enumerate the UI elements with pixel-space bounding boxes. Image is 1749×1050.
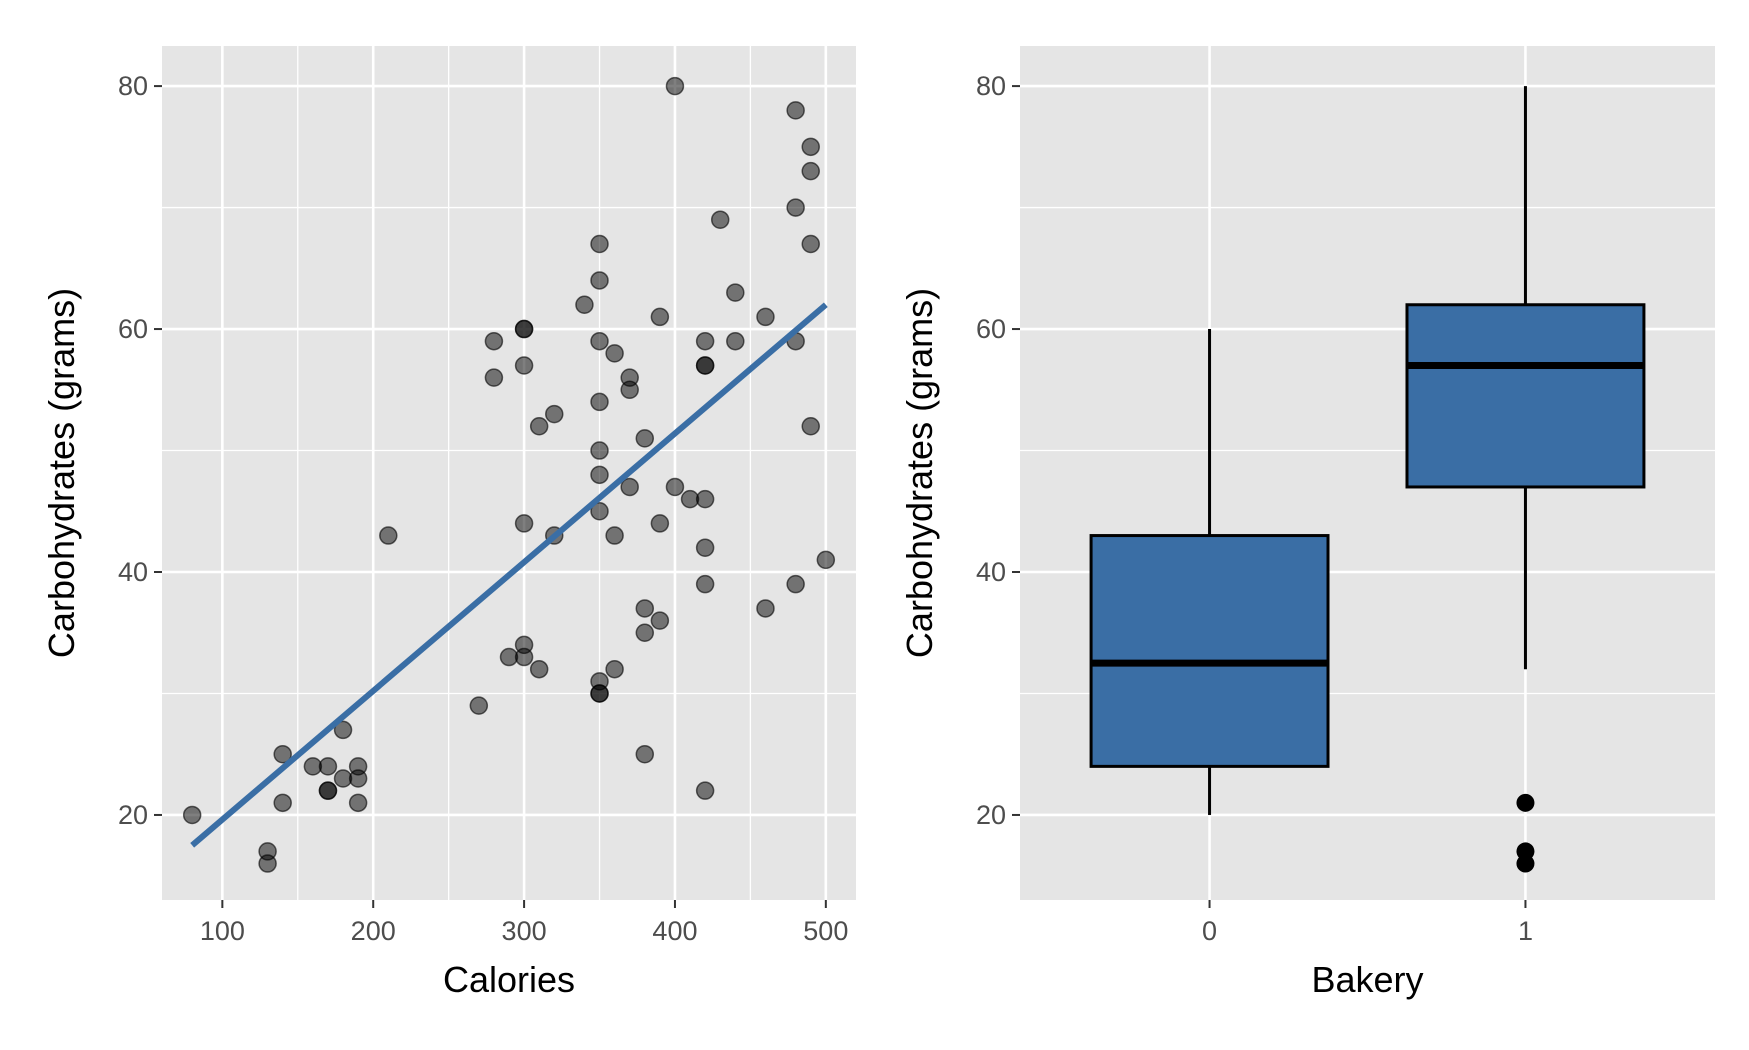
scatter-point (258, 854, 277, 873)
scatter-point (695, 489, 715, 509)
scatter-x-axis-title: Calories (443, 959, 575, 1000)
scatter-point (816, 550, 836, 570)
boxplot-panel: 20 40 60 80 0 1 Bakery Carbohydrates (grams) (899, 46, 1715, 1000)
scatter-point (695, 781, 715, 800)
scatter-x-tick-label: 200 (351, 916, 396, 946)
scatter-x-tick-label: 400 (652, 916, 697, 946)
scatter-y-tick-label: 80 (118, 71, 148, 101)
scatter-point (514, 647, 534, 667)
scatter-point (484, 368, 504, 387)
scatter-point (756, 599, 775, 618)
scatter-point (273, 744, 292, 764)
scatter-point (514, 319, 534, 339)
scatter-point (665, 76, 685, 96)
scatter-point (514, 356, 534, 375)
scatter-point (620, 380, 639, 400)
scatter-point (575, 295, 594, 315)
scatter-point (514, 514, 534, 533)
scatter-point (786, 574, 805, 594)
scatter-point (786, 198, 805, 217)
scatter-point (590, 684, 609, 703)
scatter-point (545, 404, 564, 424)
scatter-point (695, 356, 715, 375)
scatter-point (695, 331, 715, 351)
scatter-point (635, 744, 655, 764)
scatter-point (590, 392, 609, 412)
scatter-point (590, 331, 609, 351)
box-y-tick-label: 80 (976, 71, 1006, 101)
scatter-point (379, 526, 398, 545)
scatter-point (786, 101, 805, 120)
scatter-x-tick-label: 100 (200, 916, 245, 946)
scatter-point (650, 307, 670, 327)
box-y-axis-title: Carbohydrates (grams) (899, 288, 940, 658)
scatter-y-tick-label: 40 (118, 557, 148, 587)
scatter-point (590, 502, 609, 521)
scatter-point (756, 307, 775, 327)
scatter-point (650, 611, 670, 630)
scatter-panel: 20 40 60 80 100 200 300 400 500 Calories Carbohydr… (41, 46, 856, 1000)
scatter-x-tick-label: 300 (502, 916, 547, 946)
scatter-point (348, 793, 368, 813)
scatter-point (710, 210, 730, 229)
box-iqr (1089, 534, 1330, 768)
scatter-y-axis-title: Carbohydrates (grams) (41, 288, 82, 658)
scatter-point (484, 331, 504, 351)
scatter-point (665, 477, 685, 497)
box-x-axis-title: Bakery (1311, 959, 1423, 1000)
scatter-point (726, 283, 745, 302)
scatter-point (590, 234, 609, 254)
scatter-point (635, 429, 655, 448)
box-x-tick-label: 1 (1518, 916, 1533, 946)
scatter-point (469, 696, 489, 715)
scatter-point (529, 659, 549, 679)
scatter-point (590, 441, 609, 460)
scatter-point (333, 720, 353, 740)
scatter-point (650, 514, 670, 533)
scatter-point (801, 234, 820, 254)
box-y-tick-label: 60 (976, 314, 1006, 344)
scatter-point (529, 416, 549, 436)
scatter-point (620, 477, 639, 497)
box-y-tick-label: 20 (976, 800, 1006, 830)
scatter-y-tick-label: 60 (118, 314, 148, 344)
scatter-point (590, 271, 609, 290)
scatter-point (695, 538, 715, 557)
scatter-point (801, 161, 820, 181)
scatter-point (605, 344, 624, 363)
box-outlier-point (1516, 793, 1535, 812)
scatter-point (348, 769, 368, 788)
scatter-x-tick-label: 500 (803, 916, 848, 946)
box-iqr (1405, 303, 1646, 489)
scatter-y-tick-label: 20 (118, 800, 148, 830)
box-outlier-point (1516, 854, 1535, 873)
scatter-point (273, 793, 292, 813)
scatter-point (605, 526, 624, 545)
scatter-point (182, 805, 202, 825)
scatter-point (635, 623, 655, 642)
scatter-point (801, 137, 820, 157)
scatter-point (726, 331, 745, 351)
box-y-tick-label: 40 (976, 557, 1006, 587)
box-x-tick-label: 0 (1202, 916, 1217, 946)
scatter-point (605, 659, 624, 679)
scatter-point (318, 757, 338, 776)
scatter-point (318, 781, 338, 800)
scatter-plot-background (162, 46, 856, 900)
regression-line (190, 302, 828, 848)
scatter-point (635, 599, 655, 618)
scatter-point (590, 465, 609, 485)
scatter-point (695, 574, 715, 594)
scatter-point (801, 416, 820, 436)
